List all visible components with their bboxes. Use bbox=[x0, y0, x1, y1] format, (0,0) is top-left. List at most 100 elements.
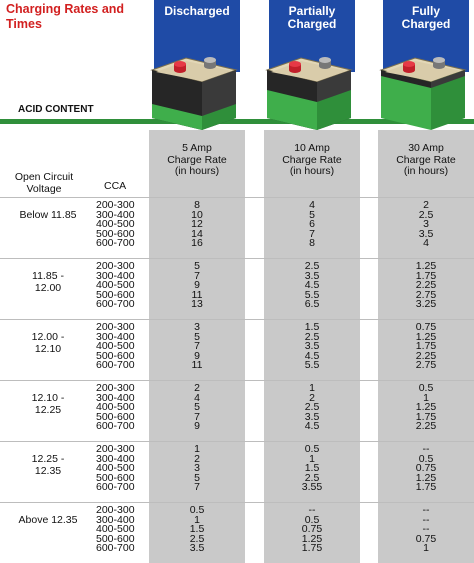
rate-5-amp-heading: 5 Amp Charge Rate (in hours) bbox=[149, 142, 245, 178]
cca-value: 300-400 bbox=[96, 452, 135, 465]
charge-10amp-value: 6 bbox=[309, 218, 315, 230]
group-separator bbox=[0, 258, 474, 259]
column-discharged-bg bbox=[149, 130, 245, 563]
cca-value: 300-400 bbox=[96, 208, 135, 221]
charge-5amp-value: 7 bbox=[194, 269, 200, 282]
charge-30amp-value: 2.75 bbox=[415, 288, 437, 301]
charge-5amp-value: 9 bbox=[194, 349, 200, 362]
header-discharged: Discharged bbox=[154, 0, 240, 72]
header-fully-charged-label: Fully Charged bbox=[401, 4, 451, 31]
charge-30amp-value: 3.25 bbox=[415, 298, 437, 310]
charge-5amp-value: 3 bbox=[194, 462, 200, 474]
charge-5amp-value: 13 bbox=[191, 298, 203, 310]
group-separator bbox=[0, 380, 474, 381]
group-separator bbox=[0, 197, 474, 198]
charge-5amp-value: 5 bbox=[194, 330, 200, 343]
rate-30-amp-heading: 30 Amp Charge Rate (in hours) bbox=[378, 142, 474, 178]
rate-5-amp-label: 5 Amp Charge Rate (in hours) bbox=[167, 142, 227, 177]
charge-10amp-value: -- bbox=[308, 504, 316, 516]
cca-value: 300-400 bbox=[96, 269, 135, 282]
cca-value: 500-600 bbox=[96, 410, 135, 423]
charge-5amp-value: 11 bbox=[191, 288, 203, 301]
header-partially-charged-label: Partially Charged bbox=[287, 4, 337, 31]
charge-10amp-value: 1.5 bbox=[304, 321, 320, 333]
charge-5amp-value: 12 bbox=[191, 218, 203, 230]
charge-5amp-value: 3 bbox=[194, 321, 200, 333]
charge-30amp-value: 3.5 bbox=[418, 227, 434, 240]
charge-30amp-value: 1.75 bbox=[415, 481, 437, 493]
cca-value: 200-300 bbox=[96, 443, 135, 455]
charge-10amp-value: 1 bbox=[309, 382, 315, 394]
cca-value: 200-300 bbox=[96, 321, 135, 333]
charge-30amp-value: 1.75 bbox=[415, 410, 437, 423]
acid-content-line bbox=[0, 119, 474, 124]
charge-30amp-value: 0.5 bbox=[418, 452, 434, 465]
rate-30-amp-label: 30 Amp Charge Rate (in hours) bbox=[396, 142, 456, 177]
cca-value: 300-400 bbox=[96, 513, 135, 526]
header-fully-charged: Fully Charged bbox=[383, 0, 469, 72]
voltage-group-label: 12.00 - 12.10 bbox=[31, 331, 65, 355]
charge-30amp-value: 4 bbox=[423, 237, 429, 249]
charge-5amp-value: 5 bbox=[194, 471, 200, 484]
charge-30amp-value: 3 bbox=[423, 218, 429, 230]
charge-5amp-value: 7 bbox=[194, 340, 200, 352]
charge-10amp-value: 1.75 bbox=[301, 542, 323, 554]
voltage-group-label: Below 11.85 bbox=[19, 209, 77, 221]
charge-5amp-value: 1.5 bbox=[189, 523, 205, 535]
charge-10amp-value: 1.25 bbox=[301, 532, 323, 545]
voltage-group-label: Above 12.35 bbox=[18, 514, 78, 526]
charge-5amp-value: 9 bbox=[194, 279, 200, 291]
charge-30amp-value: 0.75 bbox=[415, 532, 437, 545]
cca-value: 500-600 bbox=[96, 532, 135, 545]
charge-10amp-value: 3.55 bbox=[301, 481, 323, 493]
cca-value: 600-700 bbox=[96, 481, 135, 493]
cca-value: 600-700 bbox=[96, 298, 135, 310]
charge-10amp-value: 4 bbox=[309, 199, 315, 211]
charge-10amp-value: 3.5 bbox=[304, 269, 320, 282]
charge-10amp-value: 4.5 bbox=[304, 420, 320, 432]
charge-5amp-value: 14 bbox=[191, 227, 203, 240]
cca-value: 500-600 bbox=[96, 471, 135, 484]
voltage-group-label: 12.10 - 12.25 bbox=[31, 392, 65, 416]
charge-5amp-value: 2 bbox=[194, 382, 200, 394]
rate-10-amp-heading: 10 Amp Charge Rate (in hours) bbox=[264, 142, 360, 178]
charge-10amp-value: 2.5 bbox=[304, 330, 320, 343]
charge-30amp-value: 2.25 bbox=[415, 279, 437, 291]
charge-10amp-value: 2 bbox=[309, 391, 315, 404]
cca-value: 500-600 bbox=[96, 227, 135, 240]
cca-value: 600-700 bbox=[96, 420, 135, 432]
charge-10amp-value: 2.5 bbox=[304, 401, 320, 413]
charge-5amp-value: 7 bbox=[194, 410, 200, 423]
charge-10amp-value: 8 bbox=[309, 237, 315, 249]
column-full-bg bbox=[378, 130, 474, 563]
charge-30amp-value: 0.5 bbox=[418, 382, 434, 394]
cca-value: 200-300 bbox=[96, 260, 135, 272]
cca-value: 200-300 bbox=[96, 504, 135, 516]
acid-content-label: ACID CONTENT bbox=[18, 104, 94, 115]
charge-10amp-value: 7 bbox=[309, 227, 315, 240]
charge-5amp-value: 16 bbox=[191, 237, 203, 249]
cca-value: 600-700 bbox=[96, 237, 135, 249]
charge-10amp-value: 0.5 bbox=[304, 513, 320, 526]
charge-10amp-value: 5.5 bbox=[304, 359, 320, 371]
charge-30amp-value: 1 bbox=[423, 391, 429, 404]
charge-5amp-value: 9 bbox=[194, 420, 200, 432]
group-separator bbox=[0, 441, 474, 442]
charge-30amp-value: 1.75 bbox=[415, 269, 437, 282]
charge-5amp-value: 2 bbox=[194, 452, 200, 465]
charge-10amp-value: 3.5 bbox=[304, 410, 320, 423]
voltage-group-label: 12.25 - 12.35 bbox=[31, 453, 65, 477]
cca-value: 400-500 bbox=[96, 462, 135, 474]
charge-10amp-value: 0.75 bbox=[301, 523, 323, 535]
charge-10amp-value: 2.5 bbox=[304, 260, 320, 272]
cca-value: 400-500 bbox=[96, 279, 135, 291]
charge-30amp-value: 0.75 bbox=[415, 462, 437, 474]
charge-5amp-value: 0.5 bbox=[189, 504, 205, 516]
charge-30amp-value: -- bbox=[422, 504, 430, 516]
charge-30amp-value: 2.25 bbox=[415, 349, 437, 362]
column-partial-bg bbox=[264, 130, 360, 563]
cca-value: 500-600 bbox=[96, 349, 135, 362]
charge-5amp-value: 4 bbox=[194, 391, 200, 404]
charge-10amp-value: 5.5 bbox=[304, 288, 320, 301]
charge-30amp-value: 1.25 bbox=[415, 401, 437, 413]
